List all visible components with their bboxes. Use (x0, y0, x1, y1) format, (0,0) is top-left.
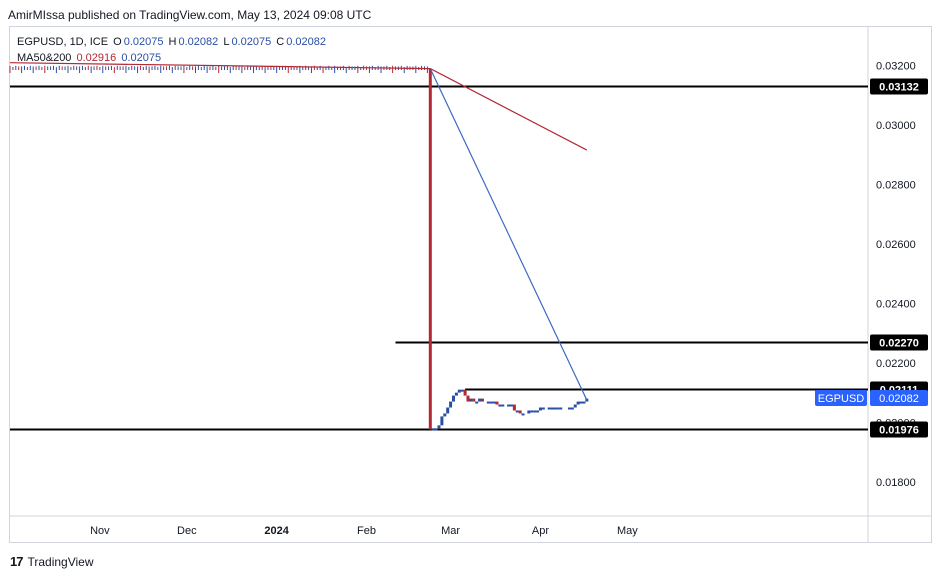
candle (556, 407, 560, 410)
open-value: 0.02075 (123, 36, 164, 48)
ma200-line (429, 68, 588, 401)
level-price-label: 0.02270 (879, 338, 919, 350)
x-tick-label: May (617, 525, 638, 537)
low-label: L (223, 36, 230, 48)
ma50-line (9, 62, 588, 151)
candle (460, 389, 464, 392)
high-label: H (168, 36, 177, 48)
candle (475, 401, 479, 404)
symbol-info: EGPUSD, 1D, ICE (17, 36, 109, 48)
candle (440, 416, 444, 426)
published-info: AmirMIssa published on TradingView.com, … (8, 8, 372, 22)
candle (463, 389, 467, 396)
candle (507, 404, 511, 407)
y-tick-label: 0.03200 (876, 61, 916, 73)
y-tick-label: 0.02400 (876, 298, 916, 310)
candle (466, 395, 470, 402)
level-price-badge (870, 78, 928, 95)
candle (469, 398, 473, 402)
candle (533, 410, 537, 413)
candle (518, 410, 522, 414)
candle (553, 407, 557, 410)
candle (489, 401, 493, 404)
tradingview-wordmark: TradingView (27, 554, 94, 569)
candle (437, 425, 441, 429)
candle (457, 389, 461, 393)
candle (451, 395, 455, 402)
level-price-label: 0.01976 (879, 425, 919, 437)
candle (527, 410, 531, 414)
candle (434, 428, 438, 431)
candle (446, 407, 450, 414)
candle (486, 401, 490, 404)
level-price-label: 0.03132 (879, 82, 919, 94)
candle (509, 404, 513, 407)
candle (495, 401, 499, 405)
candle (573, 404, 577, 408)
level-price-badge (870, 421, 928, 438)
crash-candle (428, 68, 432, 430)
y-tick-label: 0.01800 (876, 477, 916, 489)
candle (538, 407, 542, 411)
symbol-badge (815, 389, 867, 406)
low-value: 0.02075 (231, 36, 272, 48)
ma200-value: 0.02075 (121, 52, 162, 64)
ma50-value: 0.02916 (76, 52, 117, 64)
open-label: O (113, 36, 122, 48)
candle (559, 407, 563, 410)
chart-frame[interactable] (9, 26, 932, 543)
symbol-badge-label: EGPUSD (818, 393, 865, 405)
x-tick-label: Apr (532, 525, 549, 537)
candle (431, 428, 435, 431)
candle (492, 401, 496, 404)
candle (570, 407, 574, 410)
candle (530, 410, 534, 413)
last-price-label: 0.02082 (879, 393, 919, 405)
candle (480, 398, 484, 402)
tradingview-footer: 17 TradingView (10, 554, 94, 569)
candle (449, 401, 453, 408)
candle (515, 410, 519, 413)
level-price-badge (870, 334, 928, 351)
x-tick-label: Nov (90, 525, 110, 537)
candle (512, 404, 516, 411)
candle (567, 407, 571, 410)
y-tick-label: 0.03000 (876, 120, 916, 132)
candle (547, 407, 551, 410)
candle (454, 392, 458, 396)
last-price-badge (870, 389, 928, 406)
x-tick-label: 2024 (264, 525, 289, 537)
x-tick-label: Feb (357, 525, 376, 537)
candle (478, 398, 482, 402)
y-tick-label: 0.02800 (876, 180, 916, 192)
high-value: 0.02082 (178, 36, 219, 48)
ohlc-legend: EGPUSD, 1D, ICE O 0.02075 H 0.02082 L 0.020… (17, 36, 328, 48)
candle (541, 407, 545, 410)
tradingview-logo-icon: 17 (10, 554, 24, 569)
candle (579, 401, 583, 404)
candle (582, 401, 586, 404)
candle (536, 410, 540, 413)
close-value: 0.02082 (286, 36, 326, 48)
candle (521, 413, 525, 416)
ma-label: MA50&200 (17, 52, 72, 64)
candle (550, 407, 554, 410)
y-tick-label: 0.02600 (876, 239, 916, 251)
candle (443, 413, 447, 417)
x-tick-label: Dec (177, 525, 197, 537)
candle (472, 398, 476, 402)
candle (498, 404, 502, 407)
ma-legend: MA50&200 0.02916 0.02075 (17, 52, 163, 64)
x-tick-label: Mar (441, 525, 460, 537)
close-label: C (276, 36, 285, 48)
y-tick-label: 0.02200 (876, 358, 916, 370)
candle (576, 401, 580, 405)
candle (501, 404, 505, 407)
